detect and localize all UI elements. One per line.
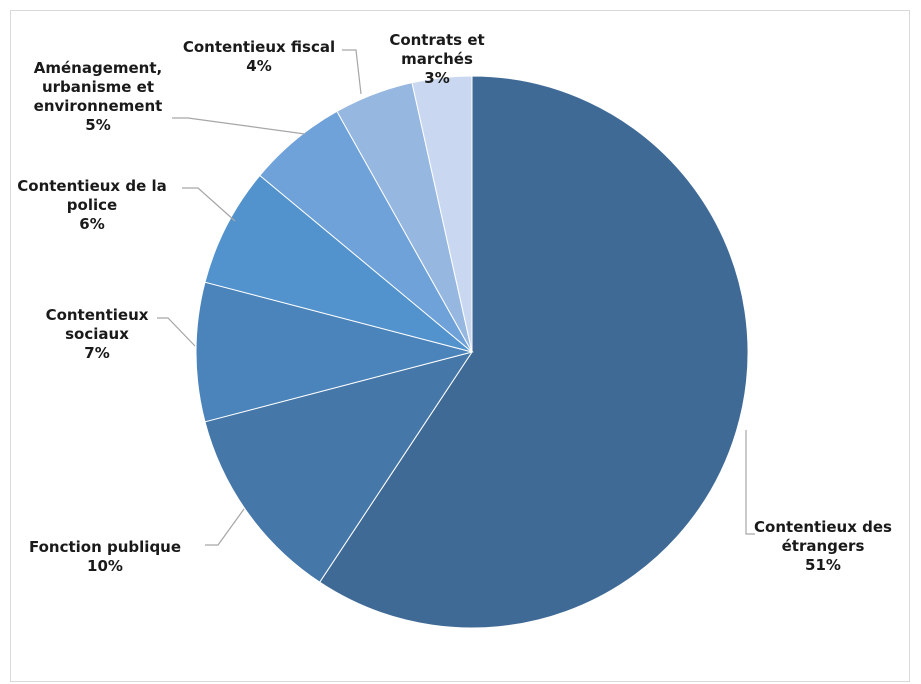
slice-value-label: 51% [805,556,841,574]
leader-line [172,117,306,135]
slice-name-label: urbanisme et [42,78,154,96]
slice-name-label: police [67,196,117,214]
slice-name-label: Contentieux fiscal [183,38,335,56]
pie-slice [204,351,474,583]
slice-label: Aménagement, urbanisme et environnement 5% [34,59,163,134]
slice-name-label: marchés [401,50,473,68]
slice-name-label: Contentieux de la [17,177,166,195]
leader-line [205,508,245,546]
slice-value-label: 5% [85,116,110,134]
slice-name-label: environnement [34,97,163,115]
pie-slice [195,281,474,423]
leader-line [745,430,755,535]
slice-value-label: 7% [84,344,109,362]
slice-value-label: 3% [424,69,449,87]
leader-line [157,317,196,347]
slice-name-label: Aménagement, [34,59,162,77]
pie-slice [319,75,749,629]
slice-name-label: Contentieux [46,306,149,324]
slice-name-label: Contrats et [389,31,484,49]
slice-name-label: Contentieux des [754,518,892,536]
slice-name-label: Fonction publique [29,538,181,556]
slice-label: Contentieux des étrangers 51% [754,518,892,574]
leader-line [342,49,362,95]
slice-value-label: 6% [79,215,104,233]
slice-value-label: 10% [87,557,123,575]
slice-label: Contrats et marchés 3% [389,31,484,87]
slice-labels: Contentieux des étrangers 51% Fonction publ… [17,31,892,575]
slice-label: Contentieux sociaux 7% [46,306,149,362]
leader-lines [157,49,755,546]
pie-slices [195,75,749,629]
slice-value-label: 4% [246,57,271,75]
leader-line [182,187,236,222]
slice-label: Contentieux de la police 6% [17,177,166,233]
slice-label: Contentieux fiscal 4% [183,38,335,75]
slice-name-label: étrangers [782,537,865,555]
slice-name-label: sociaux [65,325,129,343]
pie-slice [204,174,473,353]
pie-slice [411,75,473,353]
slice-label: Fonction publique 10% [29,538,181,575]
